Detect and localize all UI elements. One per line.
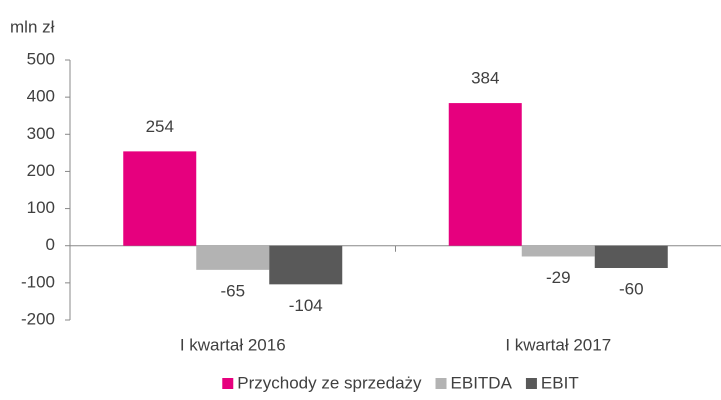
bar — [594, 245, 668, 268]
legend-label: EBIT — [541, 373, 579, 392]
bar — [269, 245, 343, 285]
bar — [448, 103, 522, 246]
y-tick-label: 500 — [27, 49, 55, 68]
data-label: -60 — [619, 279, 644, 298]
y-tick-label: 200 — [27, 161, 55, 180]
bar — [196, 245, 270, 270]
y-tick-label: 400 — [27, 87, 55, 106]
y-tick-label: -100 — [21, 272, 55, 291]
y-axis-label: mln zł — [10, 17, 55, 36]
y-tick-label: -200 — [21, 309, 55, 328]
y-tick-label: 100 — [27, 198, 55, 217]
data-label: -104 — [289, 296, 323, 315]
data-label: 254 — [146, 117, 174, 136]
legend-label: EBITDA — [451, 373, 513, 392]
x-tick-label: I kwartał 2016 — [180, 335, 286, 354]
legend-label: Przychody ze sprzedaży — [237, 373, 422, 392]
legend-swatch — [525, 378, 537, 389]
legend: Przychody ze sprzedaży EBITDA EBIT — [222, 373, 579, 392]
legend-swatch — [435, 378, 447, 389]
bar — [123, 151, 197, 246]
bar — [521, 245, 595, 257]
legend-swatch — [222, 378, 234, 389]
x-tick-label: I kwartał 2017 — [505, 335, 611, 354]
y-tick-label: 0 — [46, 235, 55, 254]
data-label: -29 — [546, 268, 571, 287]
data-label: 384 — [471, 69, 499, 88]
data-label: -65 — [220, 281, 245, 300]
y-tick-label: 300 — [27, 124, 55, 143]
